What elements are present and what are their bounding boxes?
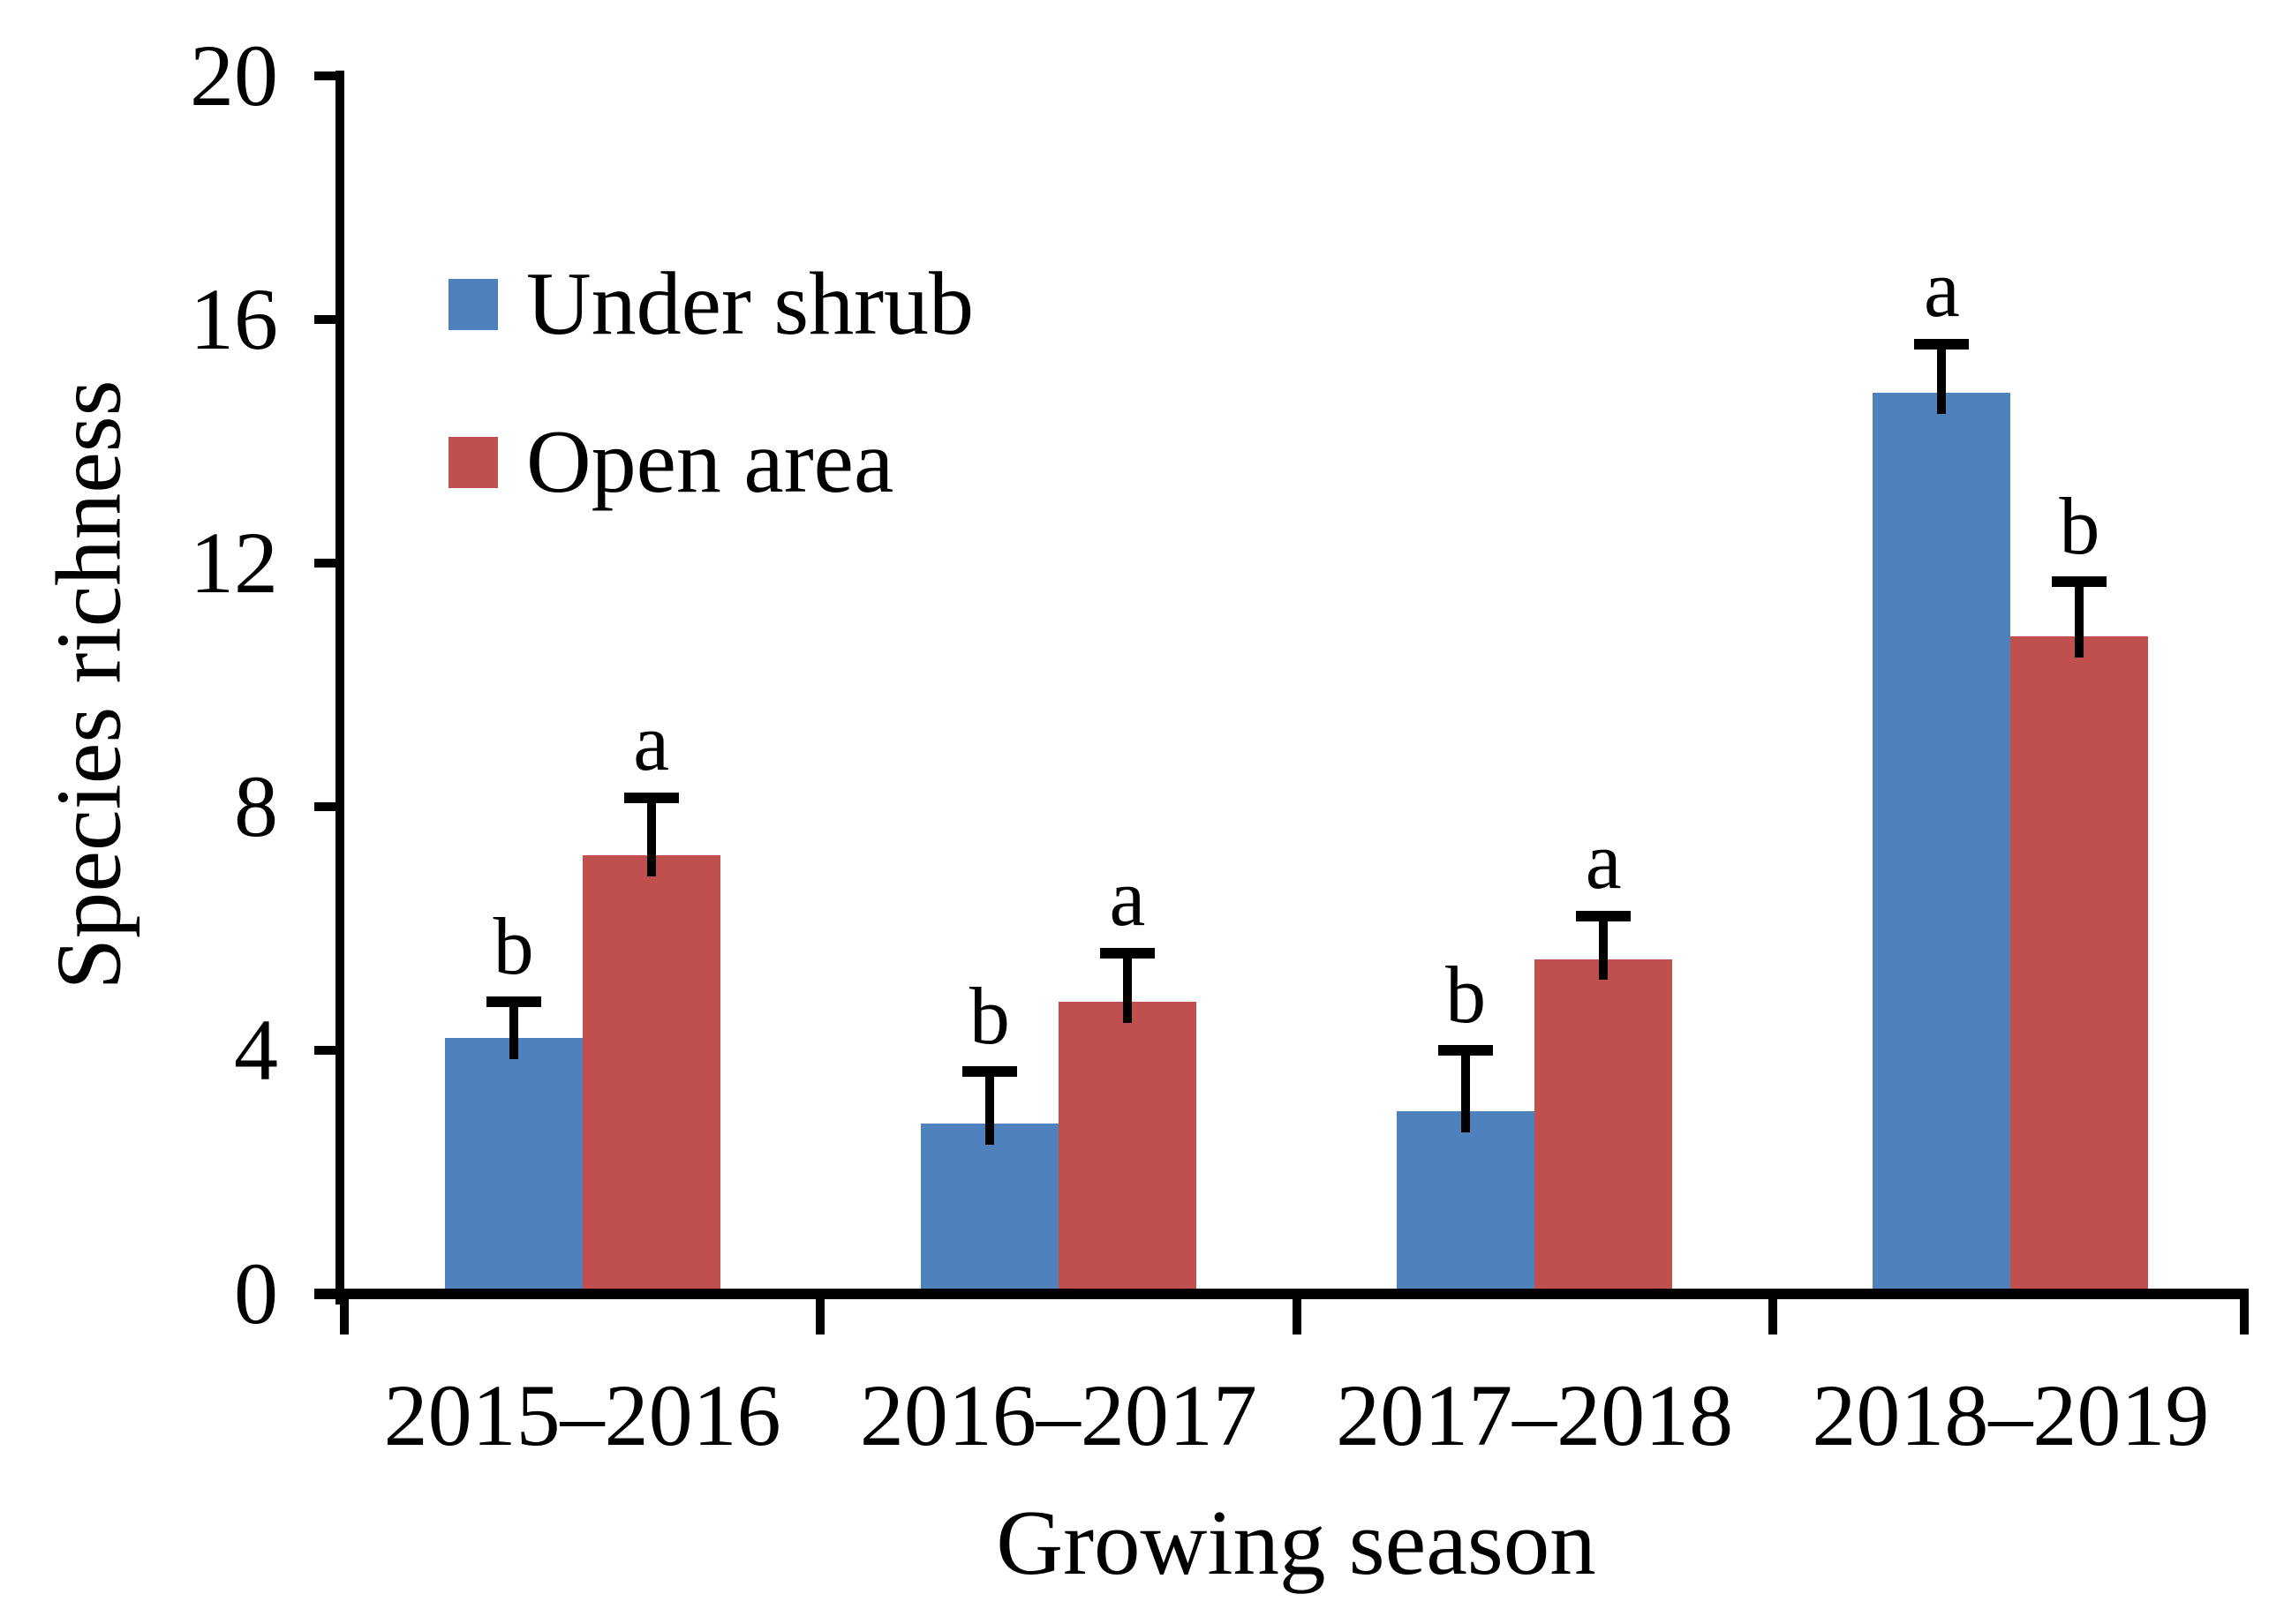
x-category-label: 2018–2019 [1812, 1366, 2210, 1464]
x-tick [1292, 1299, 1301, 1335]
legend-label: Under shrub [526, 254, 975, 354]
bar-under-shrub [1873, 392, 2011, 1294]
significance-letter: b [1445, 950, 1487, 1040]
y-tick [314, 559, 344, 568]
bar-open-area [2010, 635, 2149, 1294]
y-tick [314, 802, 344, 811]
error-bar-stem [984, 1071, 994, 1145]
significance-letter: b [2059, 480, 2100, 571]
significance-letter: a [633, 696, 670, 787]
y-tick-label: 20 [190, 26, 278, 124]
bar-under-shrub [920, 1123, 1059, 1294]
legend-swatch-open-area [449, 437, 498, 488]
y-tick [314, 1046, 344, 1055]
x-category-label: 2017–2018 [1336, 1366, 1734, 1464]
error-bar-stem [1122, 952, 1132, 1023]
error-bar-stem [1599, 916, 1609, 981]
y-axis-line [335, 71, 344, 1304]
x-category-label: 2015–2016 [383, 1366, 781, 1464]
x-tick [340, 1299, 349, 1335]
significance-letter: a [1109, 852, 1146, 943]
legend-item-open-area: Open area [449, 412, 894, 512]
bar-open-area [1534, 959, 1673, 1294]
significance-letter: a [1923, 243, 1960, 334]
legend-label: Open area [526, 412, 894, 512]
error-bar-cap [961, 1066, 1017, 1078]
y-tick [314, 315, 344, 324]
y-tick-label: 12 [190, 514, 278, 612]
y-tick [314, 71, 344, 80]
x-tick [816, 1299, 825, 1335]
legend-item-under-shrub: Under shrub [449, 254, 975, 354]
significance-letter: b [969, 971, 1010, 1062]
legend-swatch-under-shrub [449, 279, 498, 330]
bar-open-area [1058, 1001, 1196, 1294]
error-bar-stem [1461, 1050, 1471, 1132]
x-tick [1768, 1299, 1777, 1335]
error-bar-stem [646, 797, 656, 877]
error-bar-cap [1576, 911, 1632, 922]
y-tick-label: 4 [234, 1001, 278, 1099]
significance-letter: b [493, 900, 534, 991]
x-axis-line [314, 1289, 2249, 1299]
error-bar-cap [2052, 575, 2107, 587]
y-tick-label: 8 [234, 757, 278, 855]
x-category-label: 2016–2017 [859, 1366, 1257, 1464]
error-bar-cap [1099, 947, 1155, 959]
bar-under-shrub [1397, 1111, 1535, 1294]
bar-open-area [582, 855, 720, 1294]
bar-under-shrub [444, 1038, 583, 1294]
error-bar-stem [509, 1001, 518, 1060]
x-axis-title: Growing season [996, 1491, 1596, 1594]
error-bar-cap [486, 996, 541, 1007]
y-tick-label: 0 [234, 1244, 278, 1342]
significance-letter: a [1585, 816, 1622, 906]
x-tick [2240, 1299, 2249, 1335]
error-bar-cap [1914, 338, 1970, 350]
error-bar-stem [1937, 343, 1947, 414]
error-bar-cap [623, 792, 679, 803]
y-tick-label: 16 [190, 270, 278, 368]
error-bar-stem [2075, 581, 2084, 658]
error-bar-cap [1438, 1045, 1494, 1056]
